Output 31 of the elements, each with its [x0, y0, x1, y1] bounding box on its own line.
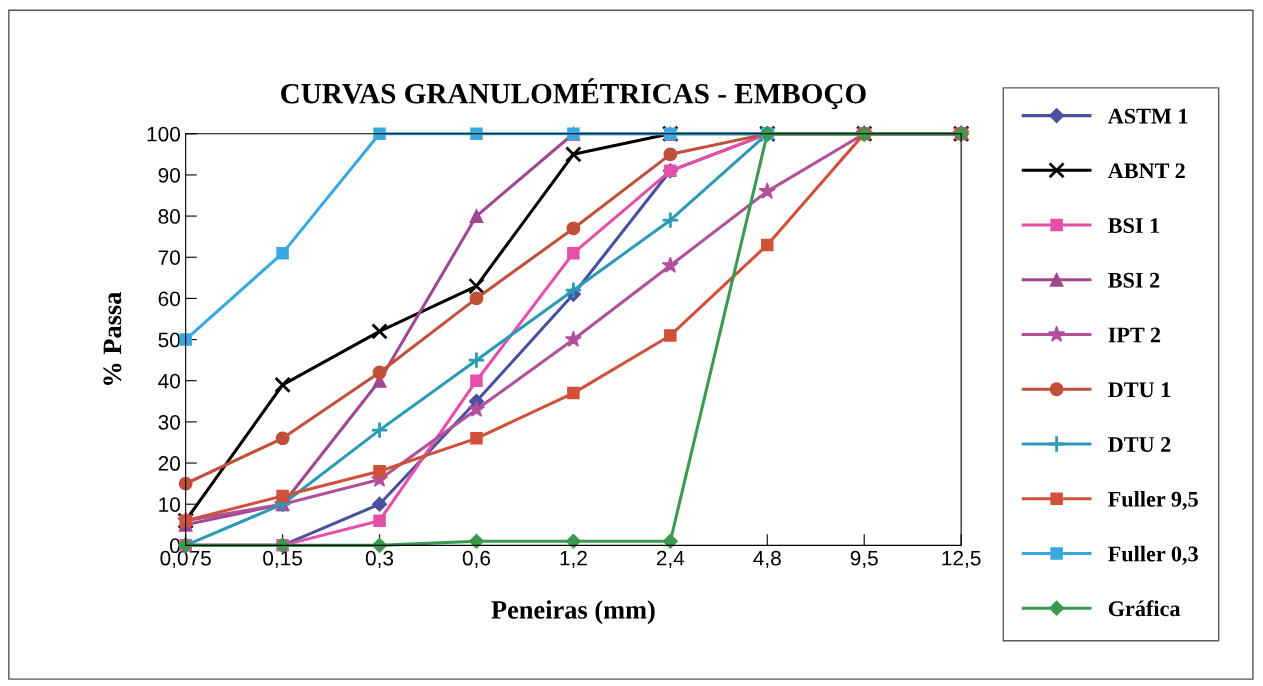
legend-label: Gráfica: [1108, 600, 1181, 617]
x-tick-label: 12,5: [942, 550, 981, 568]
legend-label: ASTM 1: [1107, 108, 1188, 124]
y-axis-title: % Passa: [103, 291, 122, 385]
y-tick-label: 20: [158, 456, 180, 471]
x-tick-label: 4,8: [753, 550, 781, 568]
x-tick-label: 2,4: [656, 550, 685, 568]
y-tick-label: 10: [159, 497, 180, 512]
x-tick-label: 0,15: [263, 550, 302, 568]
y-tick-label: 50: [158, 332, 180, 348]
x-tick-label: 0,6: [462, 550, 491, 568]
y-tick-label: 60: [158, 291, 180, 307]
y-tick-label: 40: [158, 373, 180, 389]
chart-title: CURVAS GRANULOMÉTRICAS - EMBOÇO: [281, 78, 866, 110]
x-axis-title: Peneiras (mm): [491, 600, 655, 625]
legend-label: DTU 1: [1108, 382, 1171, 398]
legend-label: DTU 2: [1108, 437, 1171, 452]
legend-label: ABNT 2: [1107, 163, 1185, 179]
x-tick-label: 0,3: [365, 550, 394, 568]
legend-label: IPT 2: [1108, 327, 1161, 343]
legend-label: Fuller 9,5: [1108, 491, 1198, 510]
legend-label: BSI 2: [1108, 272, 1160, 288]
legend-label: Fuller 0,3: [1108, 545, 1198, 565]
y-tick-label: 80: [158, 209, 180, 224]
x-tick-label: 1,2: [560, 550, 587, 568]
legend-label: BSI 1: [1108, 218, 1160, 234]
y-tick-label: 100: [147, 126, 180, 142]
x-tick-label: 9,5: [850, 550, 878, 568]
y-tick-label: 30: [158, 414, 180, 430]
y-tick-label: 70: [158, 250, 180, 265]
y-tick-label: 90: [158, 167, 180, 183]
